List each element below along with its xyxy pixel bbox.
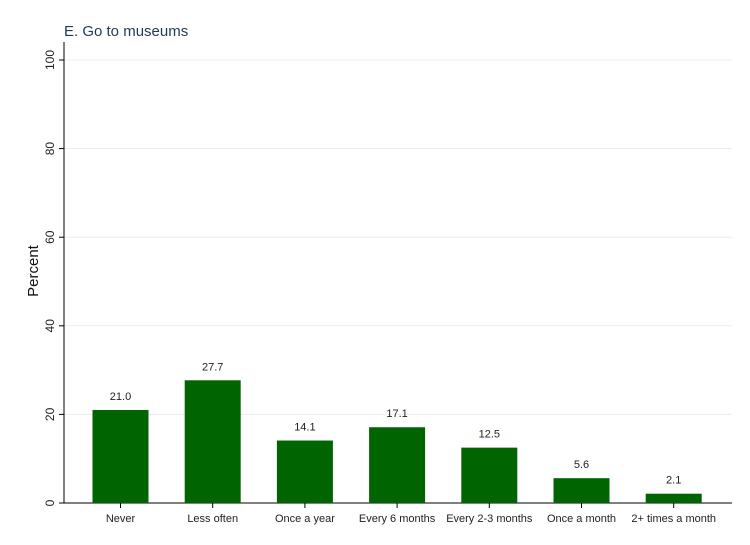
- bar: [553, 478, 610, 503]
- x-tick-labels: Never Less often Once a year Every 6 months…: [106, 513, 716, 525]
- x-tick-label: Less often: [187, 513, 238, 525]
- value-labels: 21.0 27.7 14.1 17.1 12.5 5.6 2.1: [110, 361, 682, 486]
- bar: [461, 447, 518, 503]
- bar: [92, 409, 149, 503]
- y-tick-labels: 0 20 40 60 80 100: [43, 50, 57, 507]
- chart-title: E. Go to museums: [64, 23, 188, 40]
- bar: [645, 493, 702, 503]
- gridlines: [64, 59, 732, 415]
- bar-value-label: 5.6: [574, 459, 589, 471]
- bar-value-label: 14.1: [294, 422, 315, 434]
- x-tick-label: Every 6 months: [359, 513, 436, 525]
- bar-value-label: 21.0: [110, 391, 131, 403]
- y-tick-label: 20: [43, 407, 57, 421]
- bar: [276, 440, 333, 503]
- y-tick-label: 0: [43, 499, 57, 506]
- y-tick-label: 80: [43, 142, 57, 156]
- y-tick-label: 100: [43, 50, 57, 70]
- x-tick-label: Every 2-3 months: [446, 513, 533, 525]
- bar-value-label: 27.7: [202, 361, 223, 373]
- bar-value-label: 17.1: [386, 408, 407, 420]
- x-tick-label: Never: [106, 513, 136, 525]
- y-tick-label: 40: [43, 319, 57, 333]
- bar-value-label: 2.1: [666, 475, 681, 487]
- bar: [184, 380, 241, 503]
- x-tick-label: Once a year: [275, 513, 335, 525]
- x-tick-label: Once a month: [547, 513, 616, 525]
- x-tick-label: 2+ times a month: [631, 513, 716, 525]
- bars: [92, 380, 702, 503]
- bar-value-label: 12.5: [479, 429, 500, 441]
- y-tick-label: 60: [43, 230, 57, 244]
- y-axis-label: Percent: [25, 244, 42, 297]
- bar: [369, 427, 426, 503]
